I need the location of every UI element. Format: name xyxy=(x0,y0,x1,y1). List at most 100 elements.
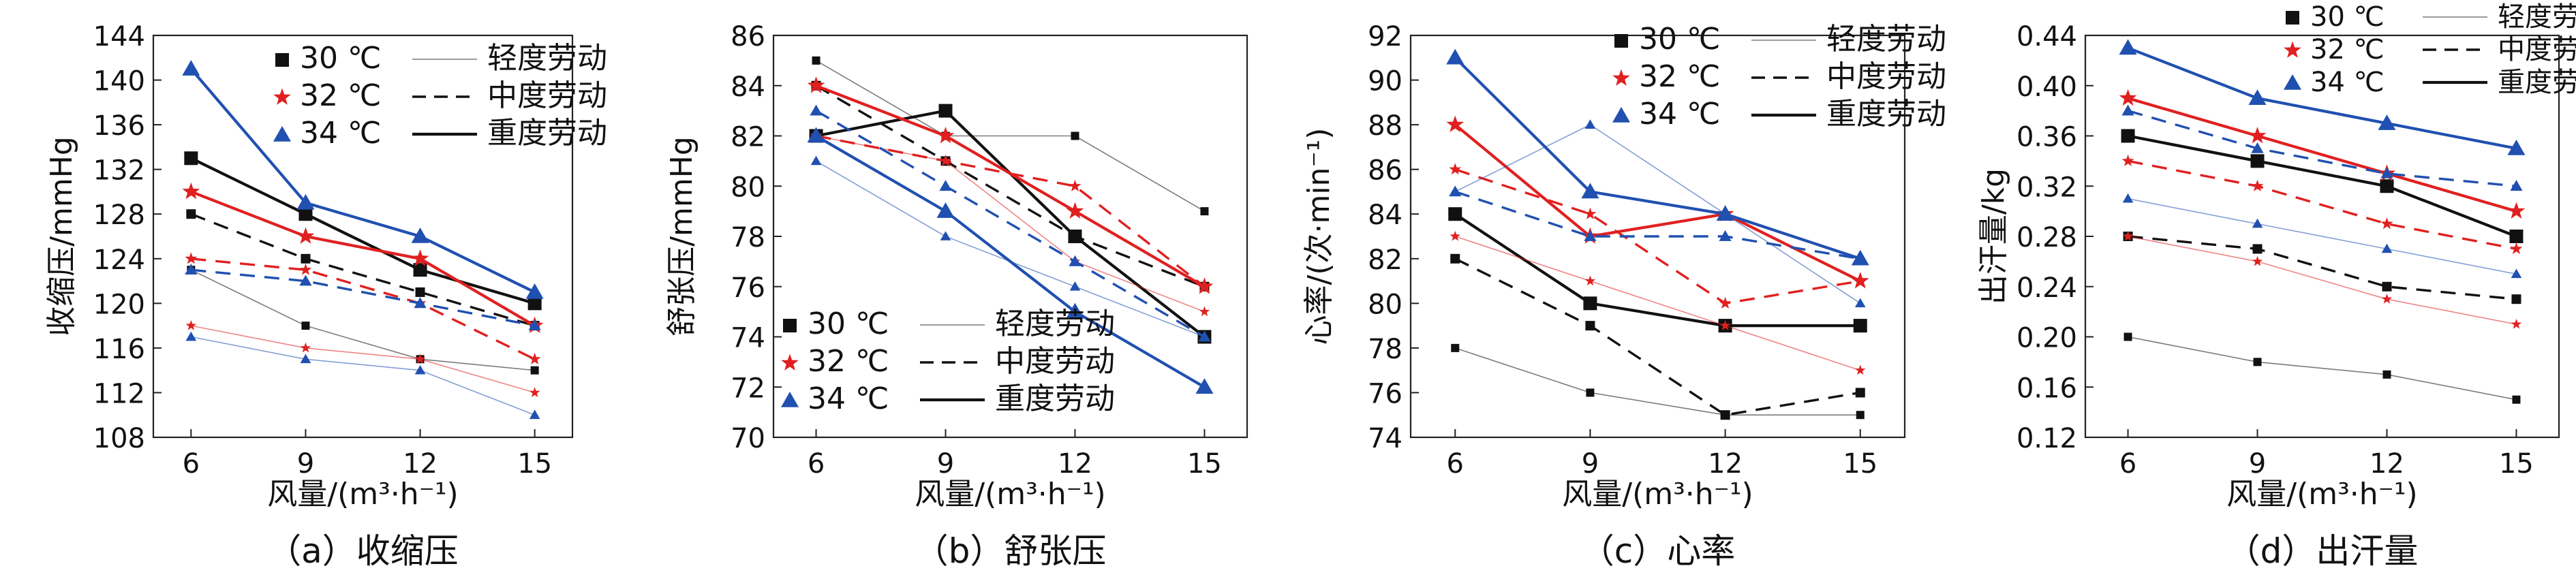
series-line xyxy=(1454,257,1861,416)
legend-labor-label: 轻度劳动 xyxy=(2498,1,2576,33)
plot-frame xyxy=(1409,34,1906,439)
y-tick-label: 144 xyxy=(93,21,145,52)
x-axis-label: 风量/(m³·h⁻¹) xyxy=(1562,477,1753,512)
data-point xyxy=(1069,179,1082,191)
data-point xyxy=(1198,330,1211,342)
data-point xyxy=(1068,230,1082,243)
x-tick-label: 12 xyxy=(403,448,438,480)
data-point xyxy=(1449,185,1462,197)
series-line xyxy=(2128,159,2517,251)
data-point xyxy=(1583,296,1597,311)
series-line xyxy=(191,257,536,360)
data-point xyxy=(812,56,821,65)
data-point xyxy=(807,76,825,93)
data-point xyxy=(1851,249,1869,266)
legend-labor-label: 重度劳动 xyxy=(1826,97,1946,131)
data-point xyxy=(1854,298,1866,308)
data-point xyxy=(2512,395,2521,404)
legend-marker xyxy=(1612,107,1630,123)
panel-1: 70 72 74 76 78 80 82 84 86 6 9 12 15 舒张压/mmHg 风量/(m³·h… xyxy=(664,21,1248,571)
legend-temp-label: 32 ℃ xyxy=(300,78,381,113)
legend-labor-label: 重度劳动 xyxy=(2498,67,2576,98)
data-point xyxy=(1066,202,1084,219)
data-point xyxy=(530,366,539,375)
data-point xyxy=(936,202,955,218)
data-point xyxy=(1450,253,1460,264)
legend-labor-label: 中度劳动 xyxy=(1826,59,1946,94)
series-line xyxy=(190,213,536,327)
panel-caption: （b）舒张压 xyxy=(915,531,1107,571)
data-point xyxy=(2251,179,2264,191)
series-line xyxy=(2128,134,2517,238)
data-point xyxy=(2121,154,2134,166)
y-tick-label: 90 xyxy=(1368,66,1402,97)
y-tick-label: 0.40 xyxy=(2017,72,2077,103)
x-tick-label: 9 xyxy=(937,448,954,480)
data-point xyxy=(2510,180,2523,191)
data-point xyxy=(1069,281,1081,291)
y-tick-label: 0.20 xyxy=(2017,323,2077,354)
data-point xyxy=(810,155,822,166)
y-tick-label: 132 xyxy=(93,155,145,187)
y-tick-label: 82 xyxy=(1368,245,1402,276)
data-point xyxy=(2507,139,2526,155)
data-point xyxy=(529,387,540,397)
data-point xyxy=(528,352,541,364)
y-tick-label: 84 xyxy=(731,72,765,103)
data-point xyxy=(186,209,196,219)
x-tick-label: 9 xyxy=(1582,448,1599,480)
y-tick-label: 80 xyxy=(731,172,765,203)
plot-frame xyxy=(152,34,574,439)
data-point xyxy=(1719,296,1732,309)
y-tick-label: 136 xyxy=(93,110,145,142)
legend-temp-label: 32 ℃ xyxy=(1639,59,1720,94)
legend-temp-label: 30 ℃ xyxy=(2310,1,2385,33)
legend-labor-label: 中度劳动 xyxy=(2498,34,2576,65)
y-tick-label: 116 xyxy=(93,334,145,365)
data-point xyxy=(1584,230,1597,241)
data-point xyxy=(299,263,312,275)
series-line xyxy=(191,325,535,394)
data-point xyxy=(1586,388,1595,397)
data-point xyxy=(1584,119,1596,129)
data-point xyxy=(411,228,429,243)
y-tick-label: 74 xyxy=(1368,423,1402,454)
data-point xyxy=(2252,244,2263,254)
data-point xyxy=(296,227,315,244)
series-line xyxy=(1454,124,1861,304)
data-point xyxy=(1200,207,1209,216)
series-line xyxy=(191,336,535,416)
legend-temp-label: 30 ℃ xyxy=(1639,22,1720,57)
data-point xyxy=(185,252,198,264)
series-line xyxy=(2128,235,2517,300)
data-point xyxy=(1199,306,1210,317)
data-point xyxy=(1446,115,1465,132)
data-point xyxy=(2122,230,2134,241)
y-tick-label: 124 xyxy=(93,245,145,276)
data-point xyxy=(527,296,542,311)
y-tick-label: 76 xyxy=(731,272,765,304)
data-point xyxy=(2248,127,2267,144)
legend-temp-label: 32 ℃ xyxy=(808,344,889,379)
data-point xyxy=(2381,294,2393,304)
series-line xyxy=(191,268,535,327)
y-axis-label: 出汗量/kg xyxy=(1976,168,2011,304)
data-point xyxy=(1451,343,1460,352)
data-point xyxy=(182,60,200,76)
legend-temp-label: 34 ℃ xyxy=(2310,67,2385,98)
x-tick-label: 15 xyxy=(517,448,552,480)
data-point xyxy=(2511,268,2522,279)
data-point xyxy=(2252,255,2263,266)
data-point xyxy=(1448,207,1462,221)
data-point xyxy=(2382,370,2391,379)
data-point xyxy=(2252,218,2263,228)
y-axis-label: 心率/(次·min⁻¹) xyxy=(1302,128,1336,345)
y-tick-label: 0.44 xyxy=(2017,21,2077,52)
data-point xyxy=(1584,275,1596,286)
data-point xyxy=(529,409,540,420)
x-tick-label: 6 xyxy=(183,448,200,480)
x-tick-label: 6 xyxy=(1447,448,1464,480)
legend-labor-label: 轻度劳动 xyxy=(487,41,607,76)
